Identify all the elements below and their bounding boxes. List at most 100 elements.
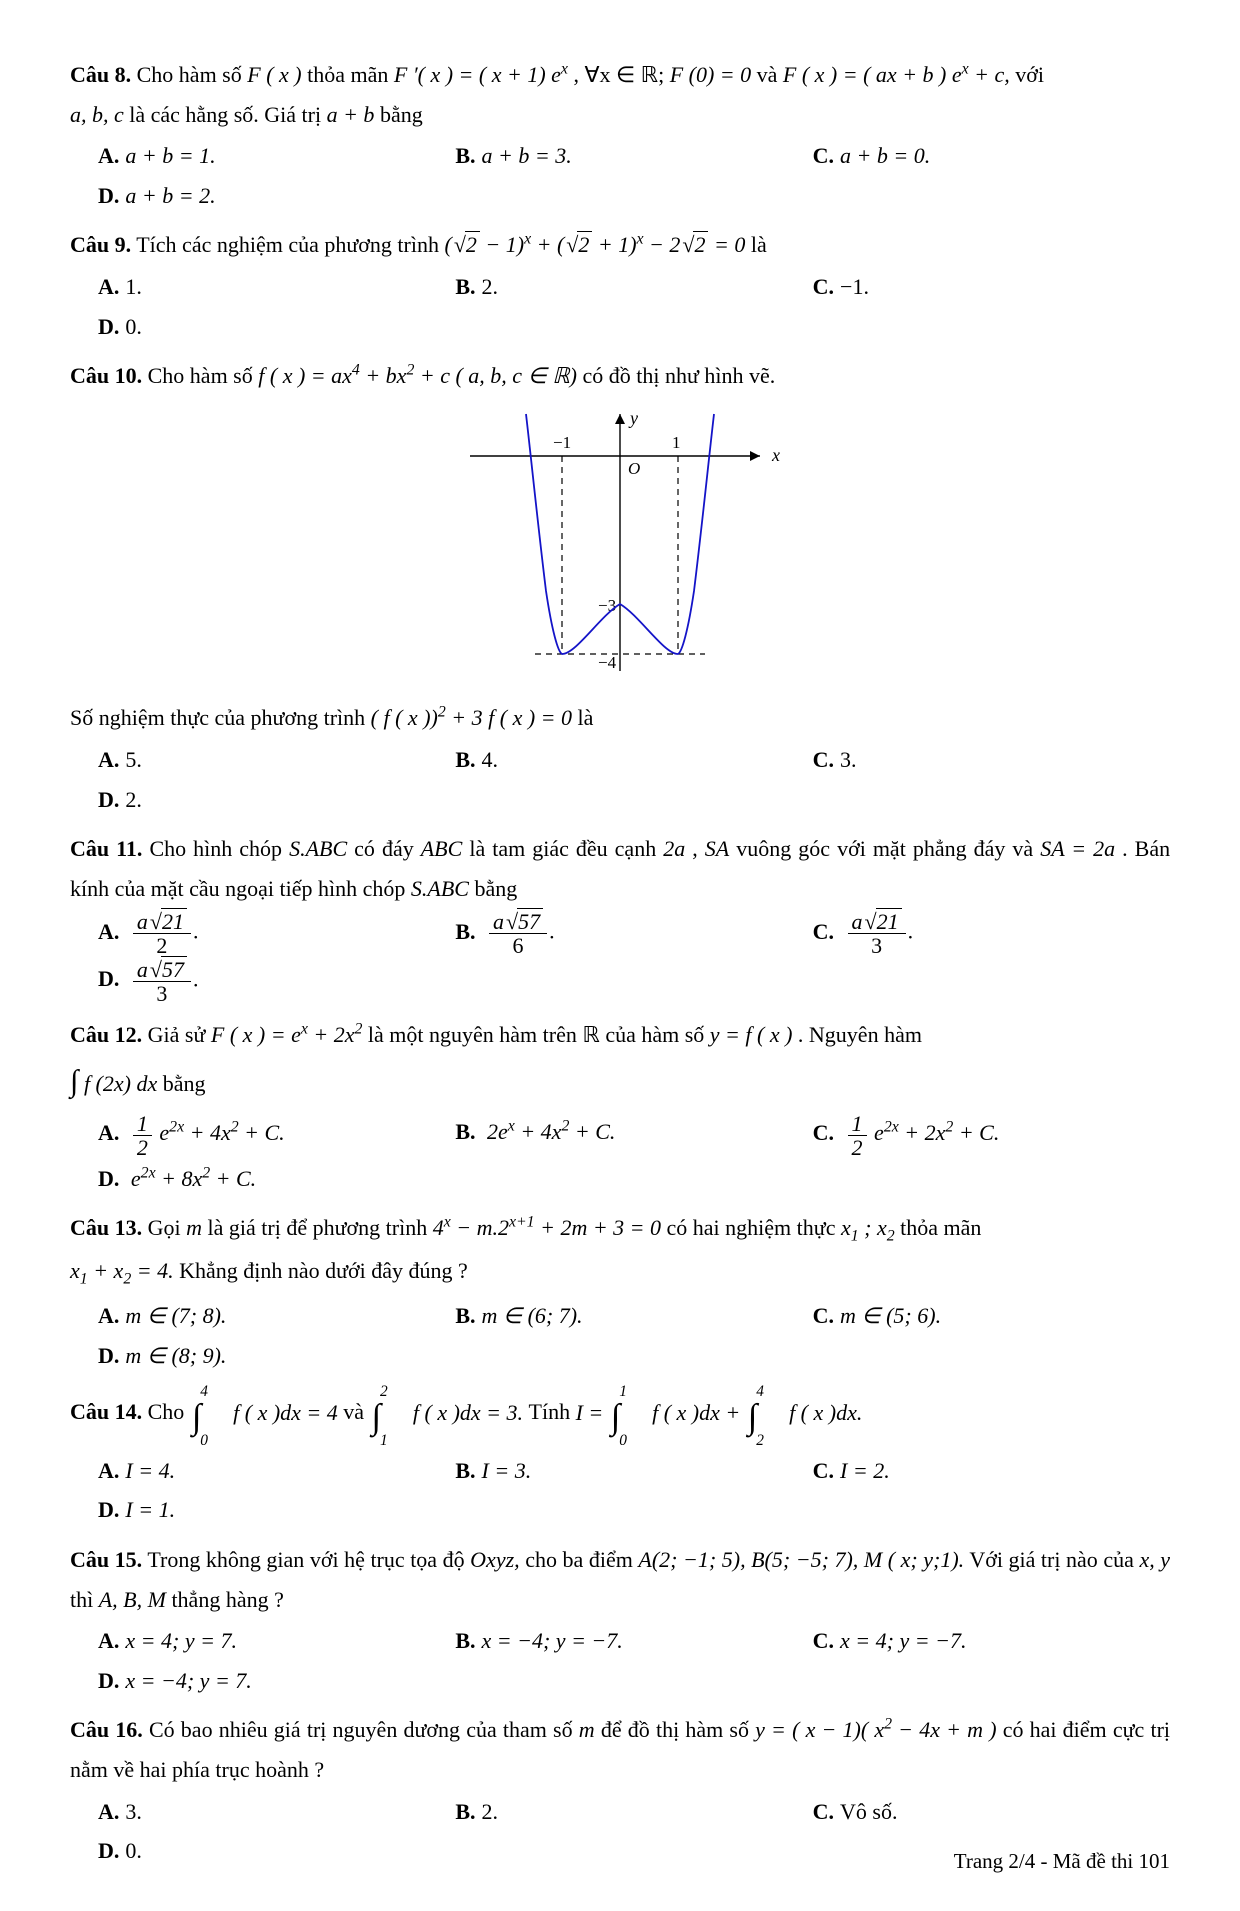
q15-stem: Câu 15. Trong không gian với hệ trục tọa… (70, 1540, 1170, 1619)
q12-int: ∫ f (2x) dx (70, 1071, 157, 1096)
q12-stem: Câu 12. Giả sử F ( x ) = ex + 2x2 là một… (70, 1015, 1170, 1110)
q10-t1: Cho hàm số (148, 363, 259, 388)
q11-t3: là tam giác đều cạnh (469, 836, 663, 861)
q10-choice-c: C.3. (813, 740, 1170, 780)
lbl-d: D. (98, 966, 119, 991)
q12-t3: của hàm số (605, 1022, 709, 1047)
q8-d: a + b = 2. (125, 183, 215, 208)
lbl-c: C. (813, 1628, 834, 1653)
q8-ex1: x (561, 61, 568, 78)
q12-b: 2ex + 4x2 + C. (487, 1119, 615, 1144)
lbl-b: B. (455, 919, 475, 944)
q11-2a: 2a (663, 836, 685, 861)
q12-choice-a: A. 12 e2x + 4x2 + C. (98, 1112, 455, 1159)
q15-t4: thì (70, 1587, 99, 1612)
q11-choice-a: A. a212. (98, 910, 455, 957)
q12-eq: F ( x ) = ex + 2x2 (211, 1022, 363, 1047)
q12-t4: . Nguyên hàm (798, 1022, 922, 1047)
q10-c: 3. (840, 747, 857, 772)
q8-a: a + b = 1. (125, 143, 215, 168)
q15-oxyz: Oxyz, (470, 1547, 519, 1572)
q11-dd: 3 (133, 982, 191, 1005)
exam-page: Câu 8. Cho hàm số F ( x ) thỏa mãn F ′( … (0, 0, 1240, 1911)
q15-b: x = −4; y = −7. (482, 1628, 623, 1653)
q13-x12: x1 ; x2 (841, 1215, 895, 1240)
q12-choices: A. 12 e2x + 4x2 + C. B. 2ex + 4x2 + C. C… (98, 1112, 1170, 1199)
q13-c: m ∈ (5; 6). (840, 1303, 941, 1328)
q8-choice-a: A.a + b = 1. (98, 136, 455, 176)
q11-sa: SA (705, 836, 729, 861)
lbl-d: D. (98, 787, 119, 812)
q16-eq: y = ( x − 1)( x2 − 4x + m ) (755, 1717, 996, 1742)
q12-yfx: y = f ( x ) (710, 1022, 793, 1047)
q14-choice-d: D.I = 1. (98, 1490, 1170, 1530)
q14-t1: Cho (148, 1400, 190, 1425)
q11-choice-d: D. a573. (98, 958, 1170, 1005)
q16-choice-c: C.Vô số. (813, 1792, 1170, 1832)
lbl-b: B. (455, 1628, 475, 1653)
lbl-a: A. (98, 1799, 119, 1824)
q9-label: Câu 9. (70, 232, 131, 257)
q10-paren: ( a, b, c ∈ ℝ) (455, 363, 577, 388)
q9-choice-a: A.1. (98, 267, 455, 307)
q12-a: 12 e2x + 4x2 + C. (131, 1120, 285, 1145)
q10-l2b: là (578, 705, 594, 730)
q8-e2: F (0) = 0 (670, 62, 751, 87)
question-9: Câu 9. Tích các nghiệm của phương trình … (70, 225, 1170, 346)
svg-text:−1: −1 (553, 433, 571, 452)
lbl-d: D. (98, 183, 119, 208)
q15-t3: Với giá trị nào của (969, 1547, 1139, 1572)
q8-e3: F ( x ) = ( ax + b ) e (783, 62, 962, 87)
q13-choices: A.m ∈ (7; 8). B.m ∈ (6; 7). C.m ∈ (5; 6)… (98, 1296, 1170, 1375)
q8-l2b: là các hằng số. Giá trị (129, 102, 326, 127)
q11-sabc2: S.ABC (411, 876, 469, 901)
q9-b: 2. (482, 274, 499, 299)
lbl-c: C. (813, 1458, 834, 1483)
lbl-c: C. (813, 919, 834, 944)
q8-t1: Cho hàm số (137, 62, 248, 87)
q8-l2c: a + b (327, 102, 375, 127)
q14-a: I = 4. (125, 1458, 175, 1483)
q15-t5: thẳng hàng ? (171, 1587, 283, 1612)
question-14: Câu 14. Cho 40 f ( x )dx = 4 và 21 f ( x… (70, 1385, 1170, 1530)
q9-stem: Câu 9. Tích các nghiệm của phương trình … (70, 225, 1170, 265)
q15-d: x = −4; y = 7. (125, 1668, 251, 1693)
q16-t2: để đồ thị hàm số (601, 1717, 755, 1742)
q11-choice-b: B. a576. (455, 910, 812, 957)
q15-choice-d: D.x = −4; y = 7. (98, 1661, 1170, 1701)
q14-i3: I = 10 f ( x )dx + 42 f ( x )dx. (576, 1400, 863, 1425)
q8-l2d: bằng (380, 102, 423, 127)
lbl-b: B. (455, 1458, 475, 1483)
q11-abc: ABC (421, 836, 463, 861)
question-13: Câu 13. Gọi m là giá trị để phương trình… (70, 1208, 1170, 1375)
q11-ad: 2 (133, 934, 191, 957)
q14-stem: Câu 14. Cho 40 f ( x )dx = 4 và 21 f ( x… (70, 1385, 1170, 1448)
q8-ex2: x (962, 61, 969, 78)
q8-t5: + c, (974, 62, 1010, 87)
q8-choice-c: C.a + b = 0. (813, 136, 1170, 176)
svg-text:y: y (628, 408, 638, 428)
q13-stem: Câu 13. Gọi m là giá trị để phương trình… (70, 1208, 1170, 1294)
lbl-c: C. (813, 274, 834, 299)
lbl-a: A. (98, 1458, 119, 1483)
svg-text:O: O (628, 459, 640, 478)
q8-t4: và (757, 62, 783, 87)
q12-l2b: bằng (163, 1071, 206, 1096)
q8-c: a + b = 0. (840, 143, 930, 168)
q11-t5: vuông góc với mặt phẳng đáy và (736, 836, 1040, 861)
question-11: Câu 11. Cho hình chóp S.ABC có đáy ABC l… (70, 829, 1170, 1005)
q8-t3: , ∀x ∈ ℝ; (573, 62, 669, 87)
svg-text:−4: −4 (598, 653, 617, 672)
lbl-a: A. (98, 1120, 119, 1145)
lbl-b: B. (455, 1119, 475, 1144)
lbl-a: A. (98, 274, 119, 299)
q9-t2: là (751, 232, 767, 257)
q11-choices: A. a212. B. a576. C. a213. D. a573. (98, 910, 1170, 1004)
lbl-d: D. (98, 1838, 119, 1863)
q8-choice-b: B.a + b = 3. (455, 136, 812, 176)
q16-label: Câu 16. (70, 1717, 143, 1742)
q13-l2a: x1 + x2 = 4. (70, 1258, 174, 1283)
q13-d: m ∈ (8; 9). (125, 1343, 226, 1368)
q8-b: a + b = 3. (482, 143, 572, 168)
q15-choice-a: A.x = 4; y = 7. (98, 1621, 455, 1661)
